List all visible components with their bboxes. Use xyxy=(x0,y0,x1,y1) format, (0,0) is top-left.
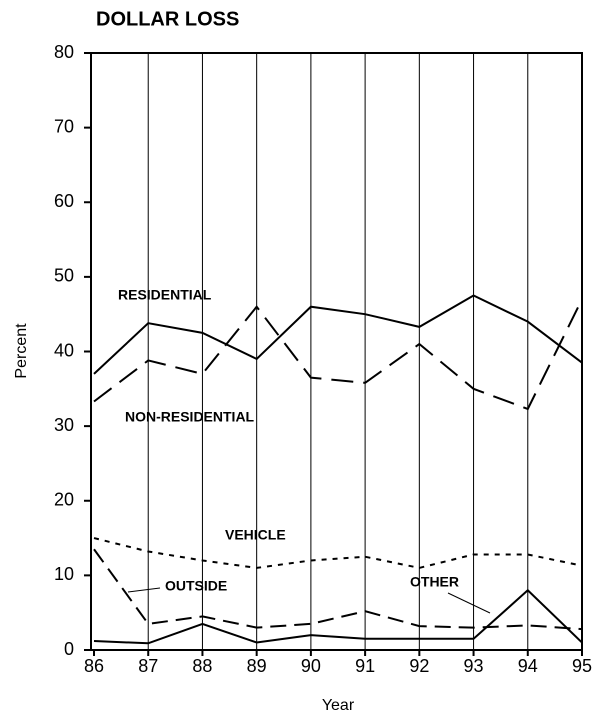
y-tick-label: 50 xyxy=(54,266,74,286)
x-axis-label: Year xyxy=(322,697,355,714)
x-tick-label: 91 xyxy=(355,656,375,676)
series-line xyxy=(93,537,583,569)
y-tick-label: 10 xyxy=(54,564,74,584)
y-tick-label: 60 xyxy=(54,191,74,211)
series-label: RESIDENTIAL xyxy=(118,287,212,303)
series-line xyxy=(93,298,583,411)
x-tick-label: 90 xyxy=(301,656,321,676)
y-tick-label: 20 xyxy=(54,490,74,510)
series-label: VEHICLE xyxy=(225,527,286,543)
y-tick-label: 40 xyxy=(54,340,74,360)
y-tick-label: 80 xyxy=(54,42,74,62)
x-tick-label: 94 xyxy=(518,656,538,676)
x-tick-label: 88 xyxy=(192,656,212,676)
x-tick-label: 86 xyxy=(84,656,104,676)
series-label: OUTSIDE xyxy=(165,578,227,594)
series-label: OTHER xyxy=(410,574,459,590)
y-axis-label: Percent xyxy=(13,323,30,379)
x-tick-label: 87 xyxy=(138,656,158,676)
x-tick-label: 93 xyxy=(464,656,484,676)
chart-title: DOLLAR LOSS xyxy=(96,8,239,30)
plot-frame xyxy=(90,52,583,651)
leader-line xyxy=(127,587,161,593)
y-tick-label: 30 xyxy=(54,415,74,435)
x-tick-label: 92 xyxy=(409,656,429,676)
series-line xyxy=(93,588,583,645)
x-tick-label: 95 xyxy=(572,656,592,676)
y-tick-label: 70 xyxy=(54,116,74,136)
series-line xyxy=(93,294,583,375)
y-tick-label: 0 xyxy=(64,639,74,659)
x-tick-label: 89 xyxy=(247,656,267,676)
series-label: NON-RESIDENTIAL xyxy=(125,409,255,425)
leader-line xyxy=(447,592,491,614)
